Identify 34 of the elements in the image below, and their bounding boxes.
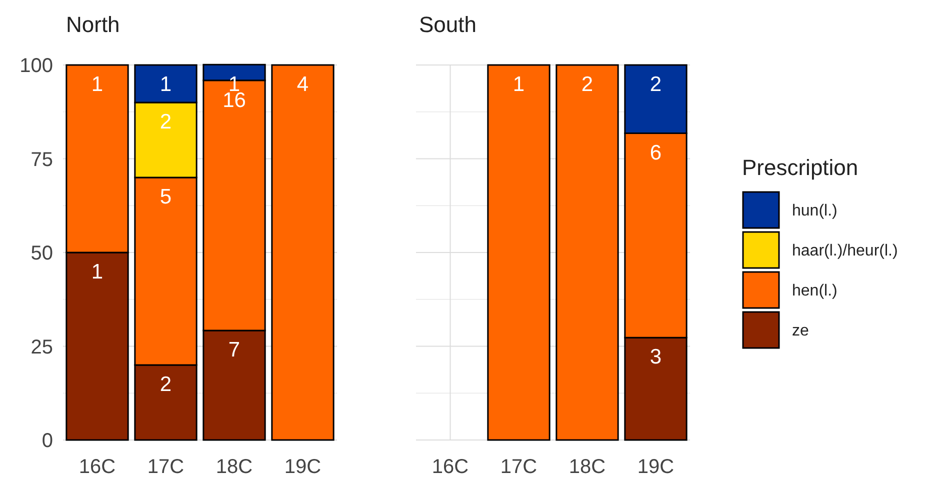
- y-tick-label: 50: [30, 242, 53, 264]
- annotation: 3: [650, 346, 662, 369]
- bar: [271, 64, 334, 441]
- annotation: 6: [650, 141, 662, 164]
- annotation: 7: [228, 338, 240, 362]
- x-tick-label: 18C: [568, 456, 606, 478]
- annotation: 1: [160, 73, 172, 96]
- chart-title: South: [419, 12, 476, 37]
- x-tick-label: 16C: [78, 456, 116, 478]
- legend-label: ze: [792, 322, 809, 340]
- chart-title: North: [66, 12, 120, 37]
- x-tick-label: 16C: [432, 456, 469, 478]
- y-tick-label: 0: [42, 430, 53, 452]
- y-tick-label: 75: [30, 148, 53, 171]
- legend-label: haar(l.)/heur(l.): [792, 242, 898, 260]
- y-tick-label: 100: [20, 55, 53, 77]
- annotation: 2: [160, 110, 172, 134]
- annotation: 2: [650, 73, 662, 96]
- legend-label: hen(l.): [792, 282, 838, 300]
- x-tick-label: 18C: [216, 456, 253, 478]
- annotation: 2: [581, 73, 594, 96]
- x-tick-label: 19C: [637, 456, 674, 478]
- x-tick-label: 19C: [284, 456, 322, 478]
- annotation: 1: [512, 73, 525, 96]
- x-tick-label: 17C: [147, 456, 184, 478]
- legend-title: Prescription: [742, 155, 858, 180]
- annotation: 1: [91, 73, 104, 96]
- annotation: 1: [91, 260, 104, 284]
- annotation: 2: [160, 373, 172, 396]
- annotation: 4: [296, 73, 309, 96]
- y-tick-label: 25: [30, 336, 53, 358]
- x-tick-label: 17C: [500, 456, 538, 478]
- legend-label: hun(l.): [792, 202, 838, 220]
- annotation: 5: [160, 186, 172, 208]
